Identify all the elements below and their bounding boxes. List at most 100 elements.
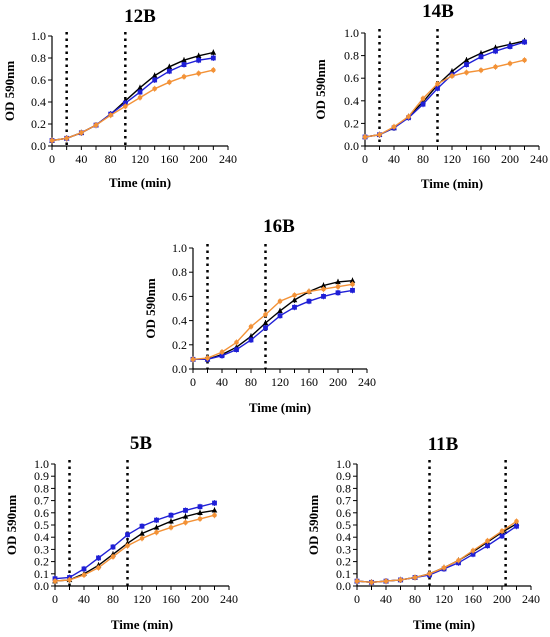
data-point: [470, 548, 476, 553]
y-tick-label: 0.7: [34, 494, 49, 508]
x-tick-label: 240: [219, 152, 237, 166]
x-tick-label: 80: [245, 375, 257, 389]
x-tick-label: 40: [216, 375, 228, 389]
y-tick-label: 0.0: [172, 362, 187, 376]
data-point: [321, 294, 326, 299]
x-tick-label: 200: [190, 152, 208, 166]
y-tick-label: 0.6: [34, 506, 49, 520]
x-tick-label: 200: [493, 592, 511, 606]
data-point: [93, 122, 99, 128]
data-point: [514, 523, 519, 529]
series-line-0: [51, 51, 214, 142]
y-tick-label: 1.0: [34, 457, 49, 471]
x-axis-label: Time (min): [413, 617, 475, 632]
data-point: [122, 100, 128, 106]
chart-title: 14B: [422, 1, 454, 22]
data-point: [137, 95, 143, 100]
data-point: [212, 500, 217, 506]
series-line-1: [356, 525, 517, 584]
data-point: [79, 130, 84, 136]
x-tick-label: 200: [191, 592, 209, 606]
data-point: [406, 114, 411, 119]
y-tick-label: 0.7: [336, 494, 351, 508]
data-point: [151, 72, 158, 78]
y-tick-label: 0.2: [336, 555, 351, 569]
data-point: [190, 357, 196, 362]
data-point: [262, 320, 269, 326]
data-point: [183, 507, 188, 513]
x-tick-label: 0: [52, 592, 58, 606]
y-tick-label: 0.6: [31, 73, 46, 87]
data-point: [320, 282, 327, 288]
x-axis-label: Time (min): [421, 176, 483, 191]
y-tick-label: 0.2: [31, 117, 46, 131]
series-line-2: [192, 283, 353, 360]
chart-title: 16B: [263, 216, 295, 237]
y-tick-label: 0.5: [34, 518, 49, 532]
x-tick-label: 40: [380, 592, 392, 606]
data-point: [369, 580, 374, 585]
data-point: [291, 297, 298, 303]
data-point: [335, 290, 341, 296]
y-tick-label: 0.1: [336, 567, 351, 581]
x-tick-label: 240: [530, 152, 548, 166]
data-point: [183, 520, 188, 525]
data-point: [125, 532, 130, 538]
chart-title: 12B: [124, 6, 156, 27]
data-point: [350, 282, 355, 287]
data-point: [391, 124, 397, 130]
data-point: [362, 134, 368, 140]
data-point: [485, 538, 490, 544]
data-point: [248, 324, 254, 329]
data-point: [277, 313, 283, 319]
data-point: [81, 572, 87, 578]
data-point: [292, 304, 297, 310]
data-point: [441, 565, 447, 570]
x-tick-label: 40: [78, 592, 90, 606]
data-point: [427, 571, 432, 577]
data-point: [464, 70, 469, 75]
data-point: [492, 44, 499, 50]
y-tick-label: 0.0: [34, 579, 49, 593]
data-point: [514, 519, 519, 524]
x-tick-label: 160: [472, 152, 490, 166]
data-point: [108, 112, 113, 118]
data-point: [499, 528, 505, 534]
chart-panel-12B: 12B 0.0 0.2 0.4 0.6 0.8 1.0 0 40 80 120 160 200 240 Ti…: [2, 6, 237, 190]
series-line-1: [364, 41, 525, 138]
x-tick-label: 0: [190, 375, 196, 389]
data-point: [181, 62, 187, 67]
data-point: [110, 544, 116, 550]
series-line-2: [364, 59, 525, 138]
chart-title: 11B: [428, 434, 459, 455]
data-point: [52, 578, 58, 584]
data-point: [292, 292, 297, 298]
x-tick-label: 120: [131, 152, 149, 166]
data-point: [485, 543, 490, 549]
data-point: [306, 289, 312, 294]
data-point: [166, 63, 173, 69]
y-tick-label: 0.8: [31, 51, 46, 65]
data-point: [522, 39, 527, 45]
data-point: [197, 504, 203, 510]
data-point: [168, 525, 174, 530]
data-point: [125, 543, 130, 549]
data-point: [420, 101, 426, 107]
data-point: [499, 533, 505, 539]
data-point: [350, 287, 355, 293]
data-point: [335, 284, 341, 290]
x-tick-label: 160: [160, 152, 178, 166]
x-tick-label: 240: [522, 592, 540, 606]
data-point: [277, 298, 283, 304]
data-point: [181, 57, 187, 63]
data-point: [248, 333, 254, 339]
data-point: [196, 57, 202, 63]
data-point: [306, 298, 312, 304]
data-point: [81, 566, 87, 572]
data-point: [211, 67, 216, 73]
data-point: [211, 507, 218, 513]
chart-panel-5B: 5B 0.00.10.20.30.40.50.60.70.80.91.0 0 40 80…: [4, 433, 238, 632]
x-tick-label: 200: [501, 152, 519, 166]
x-tick-label: 200: [329, 375, 347, 389]
